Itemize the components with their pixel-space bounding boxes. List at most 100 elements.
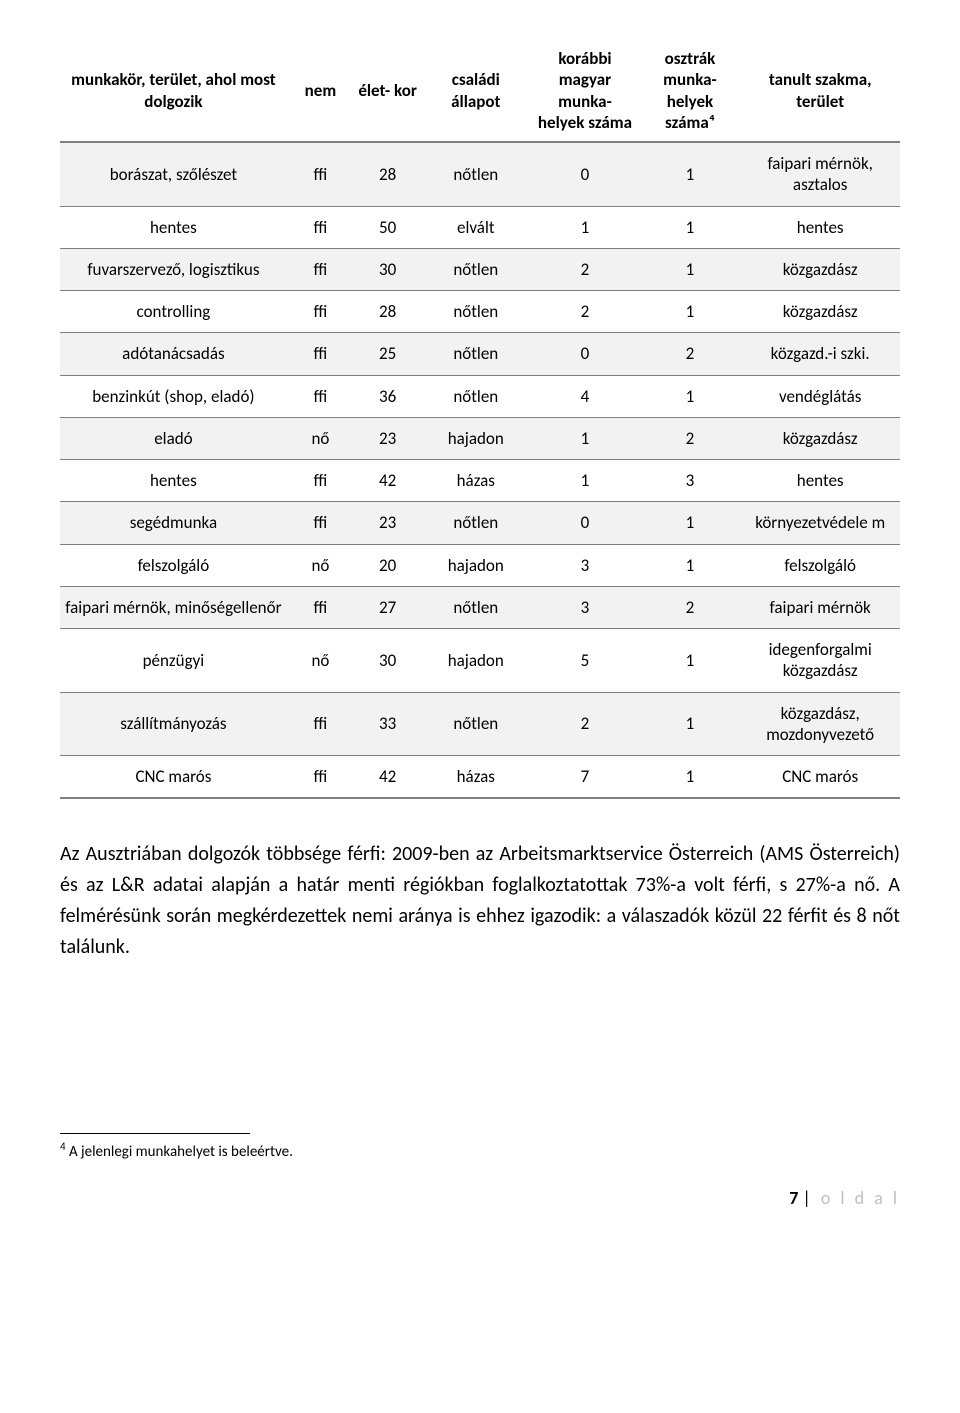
table-cell: fuvarszervező, logisztikus xyxy=(60,248,287,290)
table-row: felszolgálónő20hajadon31felszolgáló xyxy=(60,544,900,586)
table-cell: CNC marós xyxy=(60,756,287,799)
page-number: 7 xyxy=(789,1187,798,1209)
table-cell: ffi xyxy=(287,375,354,417)
table-row: hentesffi42házas13hentes xyxy=(60,460,900,502)
table-cell: 0 xyxy=(530,502,639,544)
table-cell: közgazdász xyxy=(740,248,900,290)
table-cell: 2 xyxy=(530,692,639,756)
table-cell: nőtlen xyxy=(421,586,530,628)
table-cell: 50 xyxy=(354,206,421,248)
table-cell: nő xyxy=(287,417,354,459)
table-cell: ffi xyxy=(287,291,354,333)
table-cell: benzinkút (shop, eladó) xyxy=(60,375,287,417)
table-cell: nőtlen xyxy=(421,375,530,417)
table-cell: nőtlen xyxy=(421,692,530,756)
table-cell: nőtlen xyxy=(421,291,530,333)
table-row: hentesffi50elvált11hentes xyxy=(60,206,900,248)
col-header: nem xyxy=(287,40,354,142)
table-row: controllingffi28nőtlen21közgazdász xyxy=(60,291,900,333)
table-cell: 1 xyxy=(640,291,741,333)
table-cell: környezetvédele m xyxy=(740,502,900,544)
table-cell: 1 xyxy=(640,375,741,417)
table-cell: felszolgáló xyxy=(740,544,900,586)
table-cell: ffi xyxy=(287,756,354,799)
table-cell: hentes xyxy=(60,206,287,248)
table-cell: 1 xyxy=(530,206,639,248)
table-cell: közgazdász xyxy=(740,417,900,459)
table-cell: faipari mérnök, minőségellenőr xyxy=(60,586,287,628)
table-cell: hentes xyxy=(740,460,900,502)
table-cell: 25 xyxy=(354,333,421,375)
footnote-divider xyxy=(60,1133,250,1134)
table-cell: CNC marós xyxy=(740,756,900,799)
data-table: munkakör, terület, ahol most dolgozik ne… xyxy=(60,40,900,799)
col-header: korábbi magyar munka- helyek száma xyxy=(530,40,639,142)
table-cell: házas xyxy=(421,460,530,502)
table-cell: 0 xyxy=(530,333,639,375)
table-cell: controlling xyxy=(60,291,287,333)
table-cell: 2 xyxy=(640,417,741,459)
table-cell: 1 xyxy=(530,417,639,459)
table-header-row: munkakör, terület, ahol most dolgozik ne… xyxy=(60,40,900,142)
table-cell: 1 xyxy=(640,248,741,290)
table-cell: pénzügyi xyxy=(60,629,287,693)
table-cell: 27 xyxy=(354,586,421,628)
table-cell: ffi xyxy=(287,333,354,375)
footnote-text: A jelenlegi munkahelyet is beleértve. xyxy=(66,1143,293,1161)
table-cell: 3 xyxy=(530,586,639,628)
table-cell: 3 xyxy=(640,460,741,502)
table-cell: nő xyxy=(287,544,354,586)
table-cell: 1 xyxy=(640,756,741,799)
table-cell: ffi xyxy=(287,248,354,290)
table-cell: 1 xyxy=(640,502,741,544)
table-cell: 23 xyxy=(354,417,421,459)
table-cell: 28 xyxy=(354,142,421,206)
table-cell: 30 xyxy=(354,248,421,290)
footnote: 4 A jelenlegi munkahelyet is beleértve. xyxy=(60,1140,900,1161)
table-cell: 7 xyxy=(530,756,639,799)
page-footer: 7 | o l d a l xyxy=(60,1187,900,1209)
table-cell: hajadon xyxy=(421,417,530,459)
table-cell: 2 xyxy=(640,333,741,375)
col-header: munkakör, terület, ahol most dolgozik xyxy=(60,40,287,142)
table-cell: ffi xyxy=(287,142,354,206)
table-cell: 2 xyxy=(640,586,741,628)
table-cell: 1 xyxy=(640,692,741,756)
table-cell: szállítmányozás xyxy=(60,692,287,756)
page-label: o l d a l xyxy=(821,1187,900,1209)
table-cell: 28 xyxy=(354,291,421,333)
table-row: borászat, szőlészetffi28nőtlen01faipari … xyxy=(60,142,900,206)
table-cell: házas xyxy=(421,756,530,799)
table-cell: elvált xyxy=(421,206,530,248)
table-cell: ffi xyxy=(287,586,354,628)
table-cell: idegenforgalmi közgazdász xyxy=(740,629,900,693)
table-cell: 23 xyxy=(354,502,421,544)
table-cell: 42 xyxy=(354,460,421,502)
table-cell: vendéglátás xyxy=(740,375,900,417)
table-cell: nőtlen xyxy=(421,502,530,544)
table-cell: ffi xyxy=(287,502,354,544)
table-cell: 4 xyxy=(530,375,639,417)
table-cell: 1 xyxy=(640,206,741,248)
table-cell: 30 xyxy=(354,629,421,693)
table-cell: hajadon xyxy=(421,544,530,586)
table-cell: hentes xyxy=(740,206,900,248)
table-cell: 1 xyxy=(640,629,741,693)
table-cell: hentes xyxy=(60,460,287,502)
table-cell: ffi xyxy=(287,206,354,248)
table-cell: 5 xyxy=(530,629,639,693)
body-paragraph: Az Ausztriában dolgozók többsége férfi: … xyxy=(60,839,900,963)
table-row: eladónő23hajadon12közgazdász xyxy=(60,417,900,459)
table-cell: közgazdász, mozdonyvezető xyxy=(740,692,900,756)
table-cell: nő xyxy=(287,629,354,693)
table-cell: nőtlen xyxy=(421,248,530,290)
table-cell: 3 xyxy=(530,544,639,586)
table-cell: nőtlen xyxy=(421,142,530,206)
table-row: szállítmányozásffi33nőtlen21közgazdász, … xyxy=(60,692,900,756)
table-row: benzinkút (shop, eladó)ffi36nőtlen41vend… xyxy=(60,375,900,417)
table-cell: segédmunka xyxy=(60,502,287,544)
table-cell: 33 xyxy=(354,692,421,756)
table-cell: 36 xyxy=(354,375,421,417)
table-cell: 1 xyxy=(640,142,741,206)
table-row: pénzügyinő30hajadon51idegenforgalmi közg… xyxy=(60,629,900,693)
